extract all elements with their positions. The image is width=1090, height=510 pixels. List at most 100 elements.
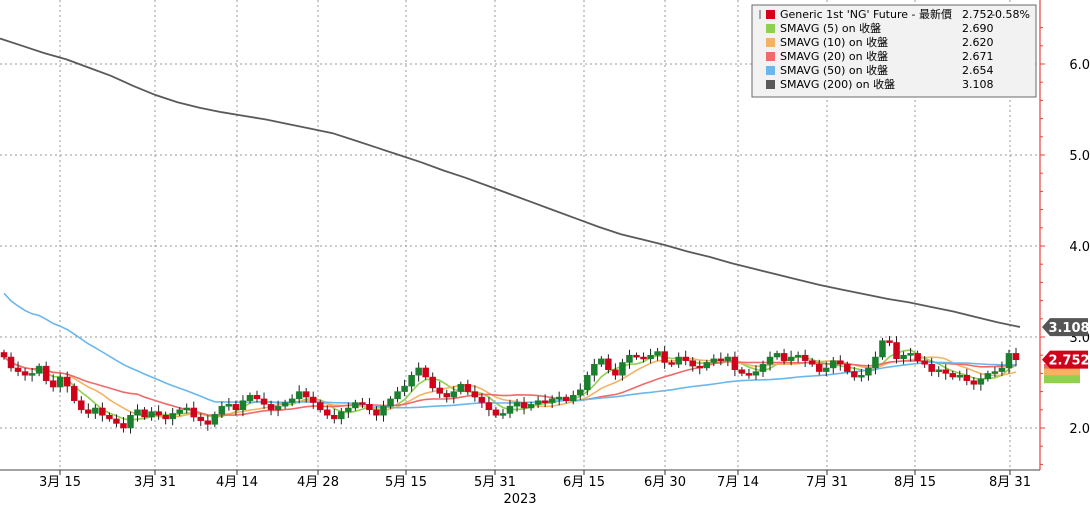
x-tick-label: 8月 15	[894, 475, 936, 490]
candle-up	[527, 404, 535, 409]
y-tick-label: 6.000	[1069, 58, 1090, 73]
candle-up	[710, 358, 718, 363]
candle-down	[780, 353, 788, 361]
candle-up	[506, 405, 514, 414]
sma200-price-badge: 3.108	[1042, 318, 1090, 337]
candle-down	[745, 373, 753, 376]
sma200-line	[0, 37, 1021, 328]
candle-down	[78, 400, 85, 411]
candle-down	[661, 351, 668, 363]
candle-up	[281, 402, 289, 407]
candle-up	[387, 398, 394, 407]
legend-value: 2.654	[962, 64, 994, 77]
candle-up	[134, 409, 141, 416]
candle-up	[865, 367, 872, 376]
candle-up	[534, 400, 542, 405]
legend-swatch	[766, 24, 775, 33]
candle-up	[907, 353, 914, 356]
candle-up	[457, 384, 465, 392]
candle-up	[577, 389, 584, 396]
x-tick-label: 6月 30	[644, 475, 686, 490]
candle-up	[513, 402, 521, 407]
candle-up	[879, 340, 886, 358]
candle-up	[92, 407, 99, 414]
candle-down	[21, 371, 29, 376]
candle-down	[49, 380, 57, 388]
candle-up	[570, 394, 577, 401]
legend-label: SMAVG (20) on 收盤	[780, 49, 888, 63]
candle-down	[141, 409, 148, 418]
candle-up	[766, 356, 774, 365]
legend-swatch	[766, 66, 775, 75]
candle-down	[14, 367, 22, 372]
candle-up	[218, 405, 226, 415]
x-tick-label: 3月 31	[134, 475, 176, 490]
x-tick-label: 3月 15	[39, 475, 81, 490]
candle-up	[169, 413, 176, 420]
candle-down	[633, 354, 640, 358]
last-price-badge: 2.752	[1042, 350, 1090, 369]
candle-down	[682, 356, 689, 361]
legend-value: 2.671	[962, 50, 994, 63]
candle-down	[640, 356, 647, 360]
legend: Generic 1st 'NG' Future - 最新價 2.752-0.58%…	[751, 4, 1037, 98]
candle-down	[731, 356, 739, 371]
candle-up	[288, 398, 296, 403]
candle-up	[991, 371, 999, 374]
y-tick-label: 2.000	[1069, 422, 1090, 437]
candle-down	[689, 360, 696, 367]
candle-up	[935, 369, 942, 373]
candle-down	[309, 396, 317, 403]
candle-up	[1005, 353, 1013, 369]
legend-label: SMAVG (50) on 收盤	[780, 63, 888, 77]
legend-swatch	[766, 52, 775, 61]
candle-down	[155, 411, 162, 416]
candle-down	[928, 364, 935, 372]
legend-entry: SMAVG (200) on 收盤 3.108	[766, 77, 994, 91]
candle-up	[548, 398, 556, 403]
candle-down	[113, 418, 120, 424]
candle-down	[717, 358, 725, 362]
sma10-badge	[1044, 368, 1080, 377]
candle-down	[815, 364, 823, 372]
candle-up	[900, 354, 907, 360]
candle-down	[162, 415, 169, 420]
candle-layer	[0, 336, 1020, 434]
candle-down	[914, 353, 921, 361]
candle-up	[984, 373, 992, 380]
candle-down	[422, 367, 429, 378]
x-tick-label: 6月 15	[563, 475, 605, 490]
x-axis-year-label: 2023	[503, 492, 536, 507]
candle-up	[415, 367, 422, 376]
candle-down	[260, 398, 268, 405]
legend-value: 3.108	[962, 78, 994, 91]
candle-down	[851, 371, 858, 378]
candle-up	[246, 394, 254, 401]
candle-down	[204, 420, 212, 425]
candle-up	[338, 411, 345, 420]
candle-down	[893, 342, 900, 360]
candle-up	[394, 391, 401, 400]
candle-up	[703, 362, 711, 369]
candle-up	[450, 391, 458, 398]
candle-down	[373, 409, 380, 416]
candle-down	[197, 416, 205, 421]
candle-down	[478, 396, 486, 403]
candle-down	[949, 373, 956, 378]
candle-down	[844, 364, 851, 372]
candle-up	[176, 409, 183, 414]
candle-up	[148, 411, 155, 418]
legend-value: 2.620	[962, 36, 994, 49]
x-tick-label: 5月 15	[385, 475, 427, 490]
candle-down	[366, 404, 373, 411]
candle-down	[267, 404, 275, 411]
candle-up	[724, 356, 732, 361]
candle-up	[858, 374, 865, 378]
candle-down	[253, 394, 261, 400]
candle-up	[619, 362, 626, 376]
candle-down	[1012, 353, 1020, 361]
legend-value: 2.690	[962, 22, 994, 35]
candle-up	[380, 405, 387, 416]
